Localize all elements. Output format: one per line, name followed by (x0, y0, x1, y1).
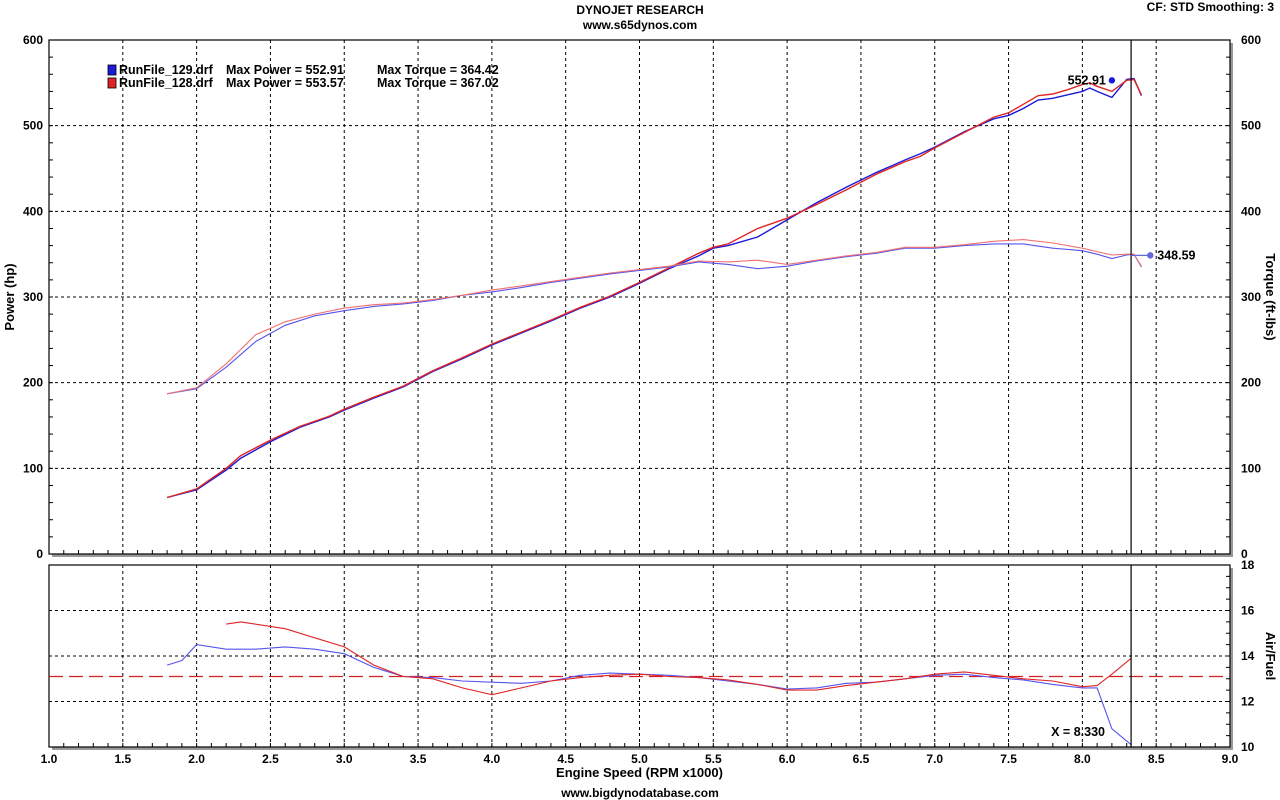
chart-title: DYNOJET RESEARCH (576, 3, 704, 17)
x-tick-label: 3.0 (336, 752, 353, 766)
bottom-series-line-0 (166, 644, 1132, 746)
top-series-line-0 (166, 77, 1143, 499)
legend-swatch-run128 (107, 77, 117, 89)
top-series-line-1 (166, 78, 1143, 499)
power-marker-label: 552.91 (1068, 73, 1106, 87)
af-tick-label: 12 (1241, 695, 1255, 709)
chart-subtitle: www.s65dynos.com (582, 18, 698, 32)
x-tick-label: 5.5 (705, 752, 722, 766)
top-series-line-3 (166, 239, 1142, 395)
y-left-tick-label: 200 (23, 376, 43, 390)
y-right-tick-label: 300 (1241, 290, 1261, 304)
legend: RunFile_129.drf Max Power = 552.91 Max T… (107, 63, 499, 90)
series-lines (49, 40, 1230, 747)
y-left-tick-label: 400 (23, 204, 43, 218)
y-left-axis-label: Power (hp) (2, 263, 17, 330)
x-tick-label: 5.0 (631, 752, 648, 766)
bottom-series-line-1 (226, 621, 1132, 696)
y-right-tick-label: 0 (1241, 547, 1248, 561)
x-tick-label: 6.0 (779, 752, 796, 766)
legend-file-run128: RunFile_128.drf (119, 76, 214, 90)
legend-power-run128: Max Power = 553.57 (226, 76, 344, 90)
af-tick-label: 10 (1241, 740, 1255, 754)
torque-marker-dot (1147, 252, 1154, 259)
x-tick-label: 6.5 (853, 752, 870, 766)
legend-torque-run128: Max Torque = 367.02 (377, 76, 499, 90)
x-tick-label: 1.0 (41, 752, 58, 766)
x-tick-label: 2.5 (262, 752, 279, 766)
chart-frames (48, 39, 1233, 750)
y-right-tick-label: 600 (1241, 33, 1261, 47)
axis-labels: 1.0 1.5 2.0 2.5 3.0 3.5 4.0 4.5 5.0 5.5 6.0 6.5 7.0 7… (2, 33, 1278, 780)
x-tick-label: 1.5 (114, 752, 131, 766)
x-tick-label: 4.5 (557, 752, 574, 766)
x-tick-label: 9.0 (1222, 752, 1239, 766)
y-left-tick-label: 600 (23, 33, 43, 47)
x-tick-label: 7.0 (926, 752, 943, 766)
y-right-tick-label: 100 (1241, 461, 1261, 475)
power-marker-dot (1108, 77, 1116, 84)
x-tick-label: 4.0 (484, 752, 501, 766)
y-left-tick-label: 0 (36, 547, 43, 561)
y-left-tick-label: 100 (23, 461, 43, 475)
y-right-tick-label: 500 (1241, 119, 1261, 133)
x-tick-label: 7.5 (1000, 752, 1017, 766)
legend-swatch-run129 (107, 64, 117, 76)
x-tick-label: 8.5 (1148, 752, 1165, 766)
top-series-line-2 (167, 243, 1142, 395)
legend-file-run129: RunFile_129.drf (119, 63, 214, 77)
af-tick-label: 18 (1241, 558, 1255, 572)
correction-factor-info: CF: STD Smoothing: 3 (1146, 0, 1274, 14)
af-tick-label: 16 (1241, 604, 1255, 618)
af-tick-label: 14 (1241, 649, 1255, 663)
grid-lines (48, 39, 1231, 748)
cursor-readout: X = 8.330 (1051, 725, 1105, 739)
y-right-tick-label: 200 (1241, 376, 1261, 390)
footer-url: www.bigdynodatabase.com (561, 786, 719, 800)
y-right-tick-label: 400 (1241, 204, 1261, 218)
x-axis-label: Engine Speed (RPM x1000) (556, 765, 723, 780)
legend-power-run129: Max Power = 552.91 (226, 63, 344, 77)
y-left-tick-label: 500 (23, 119, 43, 133)
torque-marker-label: 348.59 (1157, 248, 1195, 262)
legend-torque-run129: Max Torque = 364.42 (377, 63, 499, 77)
af-axis-label: Air/Fuel (1263, 632, 1278, 680)
annotations: 552.91 348.59 X = 8.330 (1051, 73, 1195, 739)
x-tick-label: 3.5 (410, 752, 427, 766)
x-tick-label: 8.0 (1074, 752, 1091, 766)
y-left-tick-label: 300 (23, 290, 43, 304)
x-tick-label: 2.0 (188, 752, 205, 766)
y-right-axis-label: Torque (ft-lbs) (1263, 253, 1278, 340)
